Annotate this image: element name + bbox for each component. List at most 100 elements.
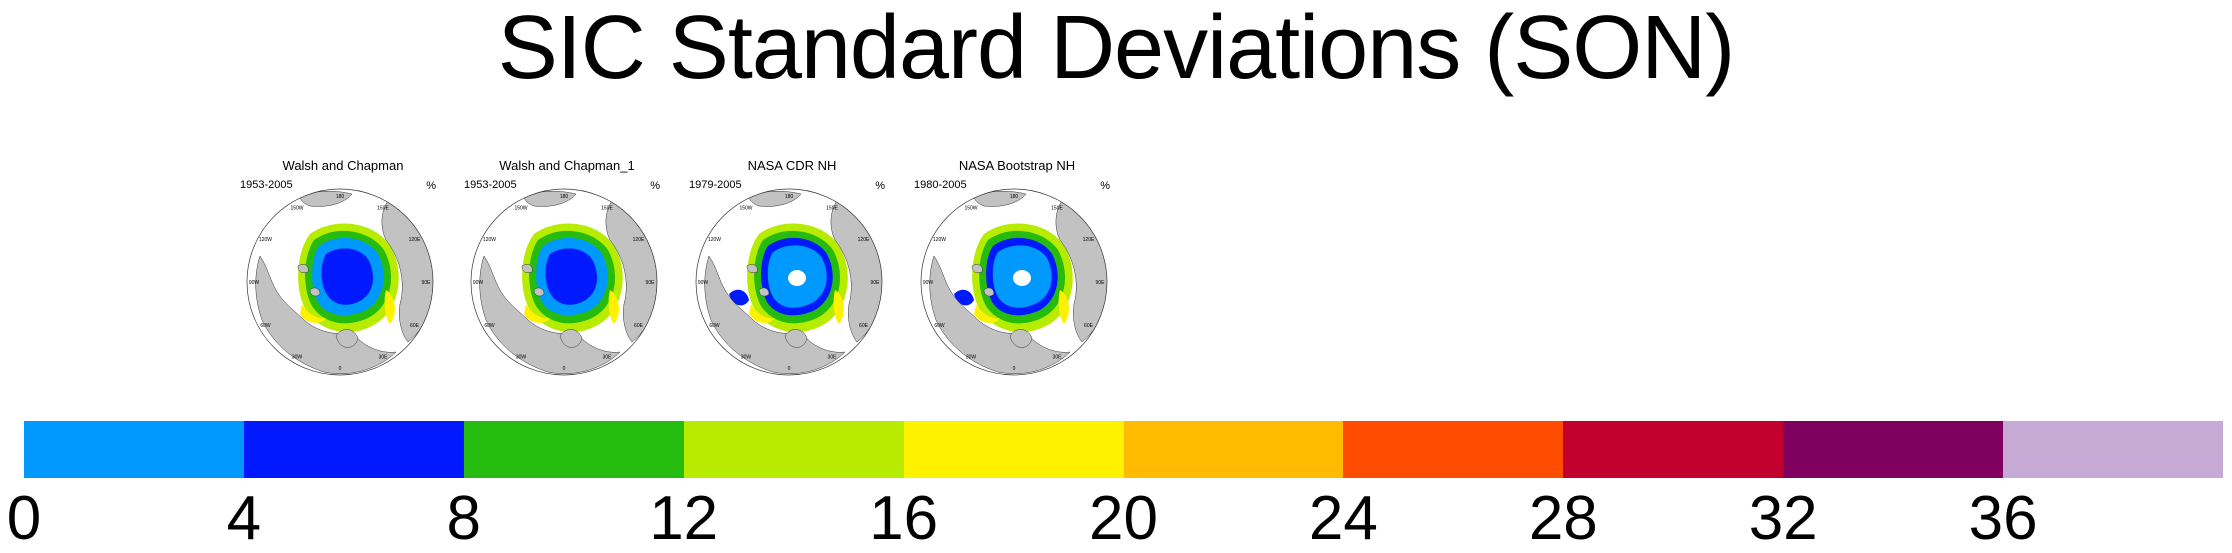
panel-title: NASA Bootstrap NH	[958, 158, 1076, 173]
colorbar-tick-label: 36	[1968, 484, 2038, 553]
panel-unit: %	[1100, 180, 1110, 192]
ice-edge-16-20	[833, 290, 844, 324]
colorbar-tick-label: 32	[1748, 484, 1818, 553]
longitude-label: 120W	[259, 237, 272, 243]
map-panel-nasa-cdr-nh: NASA CDR NH 1979-2005 % 180 150E 120E 90E 60…	[689, 158, 895, 376]
longitude-label: 30E	[1053, 355, 1063, 361]
longitude-label: 180	[1010, 194, 1019, 200]
panel-period: 1953-2005	[464, 179, 517, 191]
longitude-label: 90E	[871, 280, 881, 286]
longitude-label: 30W	[966, 355, 977, 361]
longitude-label: 90E	[422, 280, 432, 286]
longitude-label: 90W	[473, 280, 484, 286]
panel-unit: %	[426, 180, 436, 192]
pole-hole	[788, 270, 806, 286]
longitude-label: 150W	[739, 206, 752, 212]
ice-edge-16-20	[524, 304, 550, 323]
ice-band-4-8	[321, 248, 374, 305]
panel-title: Walsh and Chapman_1	[499, 158, 635, 173]
panel-unit: %	[875, 180, 885, 192]
land-greenland	[559, 329, 583, 348]
longitude-label: 180	[336, 194, 345, 200]
colorbar-tick-label: 24	[1308, 484, 1378, 553]
panel-period: 1979-2005	[689, 179, 742, 191]
land-islands	[746, 264, 770, 297]
polar-map: 180 150E 120E 90E 60E 30E 0 30W 60W 90W 120W 150W	[246, 188, 434, 376]
ice-edge-16-20	[974, 304, 1000, 323]
longitude-label: 150E	[601, 206, 613, 212]
map-boundary	[470, 188, 658, 376]
land-islands	[971, 264, 995, 297]
longitude-label: 120E	[858, 237, 870, 243]
longitude-label: 60W	[260, 323, 271, 329]
colorbar-swatch	[903, 421, 1124, 478]
colorbar-tick-label: 4	[226, 484, 262, 553]
longitude-label: 120E	[1083, 237, 1095, 243]
map-boundary	[695, 188, 883, 376]
longitude-label: 30W	[516, 355, 527, 361]
longitude-label: 150W	[964, 206, 977, 212]
longitude-label: 60E	[410, 323, 420, 329]
colorbar-swatch	[683, 421, 904, 478]
longitude-label: 60E	[859, 323, 869, 329]
longitude-label: 60W	[709, 323, 720, 329]
ice-edge-16-20	[384, 290, 395, 324]
pole-hole	[1013, 270, 1031, 286]
colorbar-tick-labels: 0 4 8 12 16 20 24 28 32 36	[0, 486, 2232, 552]
longitude-label: 120W	[483, 237, 496, 243]
land-islands	[521, 264, 545, 297]
land-bering-region	[299, 191, 353, 207]
land-eurasia	[929, 255, 1071, 374]
colorbar-swatch	[2003, 421, 2224, 478]
longitude-label: 150E	[826, 206, 838, 212]
land-greenland	[784, 329, 808, 348]
panel-title: NASA CDR NH	[747, 158, 837, 173]
map-panel-walsh-chapman-1: Walsh and Chapman_1 1953-2005 % 180 150E 1…	[464, 158, 670, 376]
longitude-label: 60W	[934, 323, 945, 329]
land-eurasia	[704, 255, 846, 374]
longitude-label: 150E	[1051, 206, 1063, 212]
panel-unit: %	[650, 180, 660, 192]
polar-map: 180 150E 120E 90E 60E 30E 0 30W 60W 90W 120W 150W	[920, 188, 1108, 376]
ice-edge-16-20	[608, 290, 619, 324]
colorbar	[24, 421, 2224, 478]
land-greenland	[1009, 329, 1033, 348]
ice-band-4-8	[545, 248, 598, 305]
ice-patch-hudson	[954, 289, 974, 306]
longitude-label: 120E	[633, 237, 645, 243]
colorbar-swatch	[1343, 421, 1564, 478]
longitude-label: 90W	[923, 280, 934, 286]
longitude-label: 90W	[698, 280, 709, 286]
longitude-label: 30E	[603, 355, 613, 361]
panel-title: Walsh and Chapman	[282, 158, 404, 173]
land-bering-region	[523, 191, 577, 207]
longitude-label: 120W	[933, 237, 946, 243]
colorbar-tick-label: 20	[1089, 484, 1158, 553]
polar-map: 180 150E 120E 90E 60E 30E 0 30W 60W 90W 120W 150W	[695, 188, 883, 376]
longitude-label: 90E	[646, 280, 656, 286]
ice-edge-16-20	[300, 304, 326, 323]
longitude-label: 0	[339, 366, 342, 372]
map-boundary	[246, 188, 434, 376]
ice-edge-16-20	[749, 304, 775, 323]
panel-period: 1953-2005	[240, 179, 293, 191]
longitude-label: 150E	[377, 206, 389, 212]
land-greenland	[335, 329, 359, 348]
map-panel-nasa-bootstrap-nh: NASA Bootstrap NH 1980-2005 % 180 150E 120…	[914, 158, 1120, 376]
longitude-label: 90W	[249, 280, 260, 286]
land-islands	[297, 264, 321, 297]
longitude-label: 120E	[409, 237, 421, 243]
colorbar-tick-label: 0	[6, 484, 42, 553]
figure-title: SIC Standard Deviations (SON)	[497, 0, 1736, 98]
land-bering-region	[748, 191, 802, 207]
map-panel-walsh-chapman: Walsh and Chapman 1953-2005 % 180 150E 120…	[240, 158, 446, 376]
longitude-label: 180	[785, 194, 794, 200]
land-bering-region	[973, 191, 1027, 207]
longitude-label: 0	[788, 366, 791, 372]
longitude-label: 150W	[290, 206, 303, 212]
longitude-label: 180	[560, 194, 569, 200]
colorbar-swatch	[1563, 421, 1784, 478]
longitude-label: 60E	[634, 323, 644, 329]
colorbar-tick-label: 8	[446, 484, 482, 553]
colorbar-tick-label: 28	[1528, 484, 1598, 553]
